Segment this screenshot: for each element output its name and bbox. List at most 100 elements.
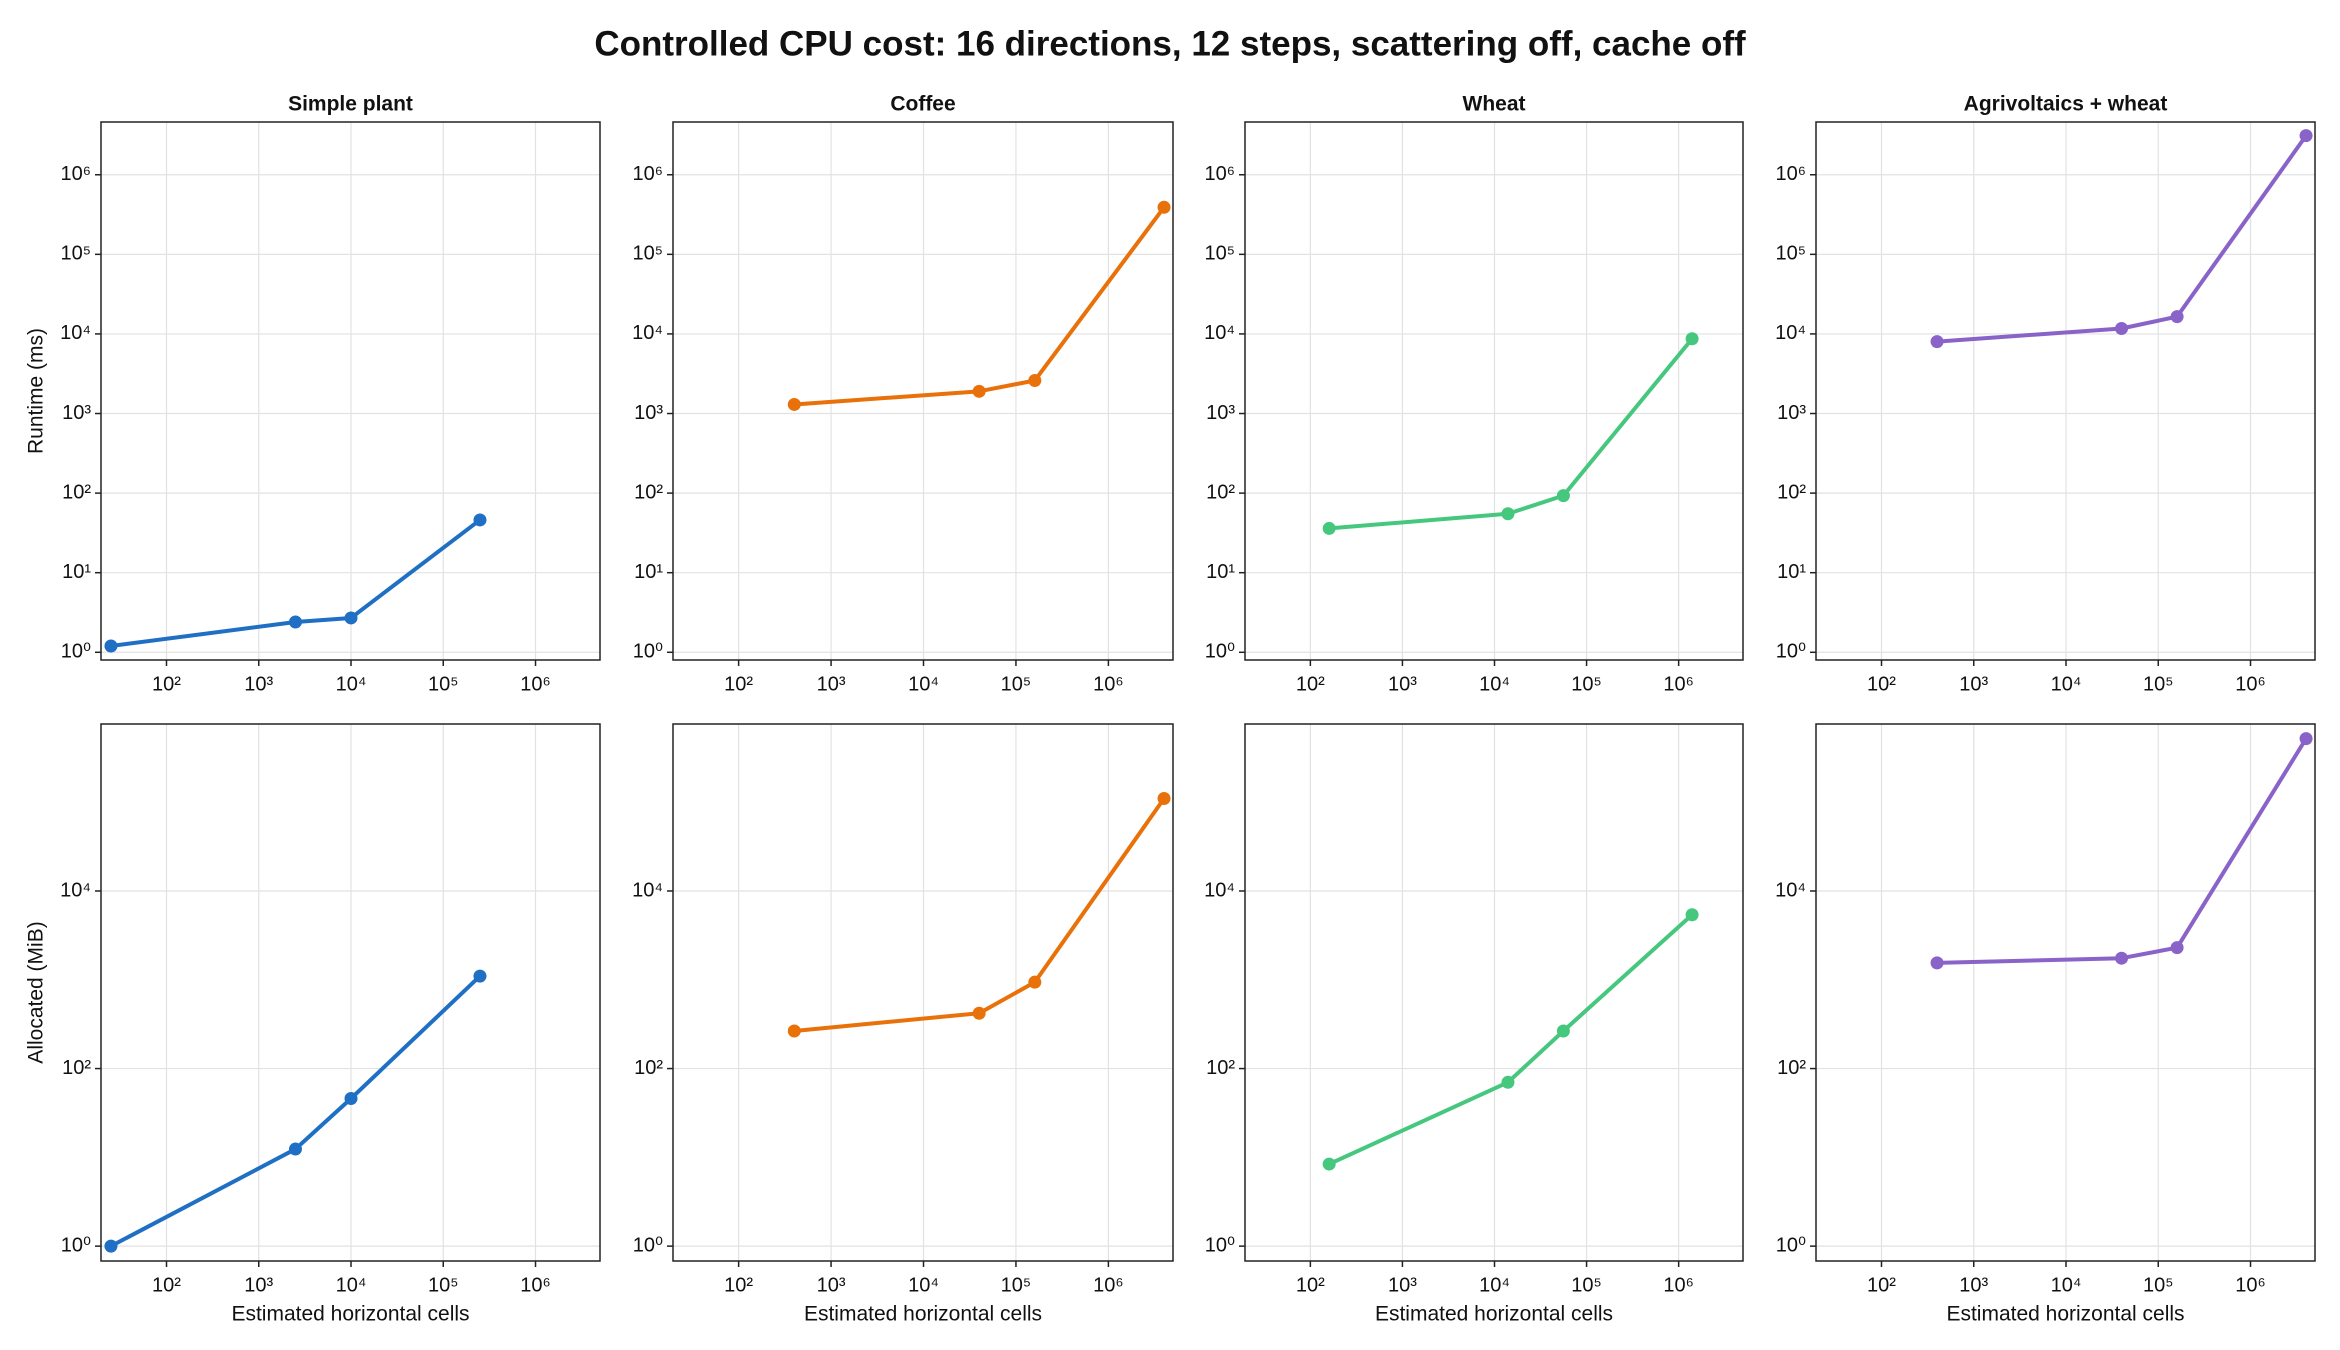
y-axis-label: Runtime (ms) [25,328,48,454]
y-tick-label: 10³ [1777,402,1806,424]
x-tick-label: 10⁴ [908,1274,939,1296]
x-tick-label: 10⁴ [2051,673,2082,695]
data-point [1685,332,1699,346]
y-tick-label: 10⁴ [632,322,663,344]
y-tick-label: 10² [634,481,663,503]
data-layer [104,513,487,653]
y-tick-label: 10⁰ [1205,641,1235,663]
y-tick-label: 10⁰ [1205,1234,1235,1256]
x-tick-label: 10⁴ [1479,1274,1510,1296]
y-tick-label: 10⁴ [1775,322,1806,344]
x-tick-label: 10⁶ [2235,1274,2265,1296]
data-point [473,969,487,983]
x-tick-label: 10⁶ [1663,1274,1693,1296]
data-point [972,1006,986,1020]
data-line [1936,737,2308,965]
x-tick-label: 10² [724,673,753,695]
plot-frame [672,121,1174,661]
y-tick-label: 10⁰ [1776,1234,1806,1256]
x-tick-label: 10⁵ [428,673,459,695]
panel: 10² 10³ 10⁴ 10⁵ 10⁶ 10⁰ 10² 10⁴ Estimated horizo… [1775,723,2316,1326]
y-tick-label: 10⁶ [1205,163,1235,185]
x-tick-label: 10² [1867,673,1896,695]
y-tick-label: 10⁴ [1204,322,1235,344]
panel: 10² 10³ 10⁴ 10⁵ 10⁶ 10⁰ 10² 10⁴ Estimated horizo… [25,723,601,1326]
data-point [972,384,986,398]
plot-frame [1244,121,1744,661]
x-axis-label: Estimated horizontal cells [1375,1303,1613,1326]
data-point [2115,951,2129,965]
data-line [110,974,482,1248]
y-tick-label: 10⁵ [632,243,663,265]
x-tick-label: 10⁵ [428,1274,459,1296]
panel-title: Wheat [1463,93,1526,116]
y-tick-label: 10⁰ [1776,641,1806,663]
y-tick-label: 10⁶ [1776,163,1806,185]
y-tick-label: 10² [1206,1057,1235,1079]
y-tick-label: 10⁵ [1204,243,1235,265]
y-tick-label: 10² [1777,481,1806,503]
x-tick-label: 10⁶ [520,673,550,695]
x-tick-label: 10⁴ [2051,1274,2082,1296]
y-tick-label: 10⁰ [633,641,663,663]
y-tick-label: 10³ [1206,402,1235,424]
x-tick-label: 10⁵ [1571,673,1602,695]
data-point [1028,373,1042,387]
data-line [110,518,482,648]
plot-frame [100,723,601,1262]
x-tick-label: 10³ [817,1274,846,1296]
panel: 10² 10³ 10⁴ 10⁵ 10⁶ 10⁰ 10² 10⁴ Estimated horizo… [632,723,1174,1326]
data-point [1556,1024,1570,1038]
data-point [1501,1075,1515,1089]
data-point [344,611,358,625]
x-tick-label: 10⁶ [1093,673,1123,695]
x-tick-label: 10⁵ [2143,1274,2174,1296]
data-point [1930,335,1944,349]
x-tick-label: 10⁶ [520,1274,550,1296]
x-tick-label: 10⁴ [336,673,367,695]
y-tick-label: 10⁴ [1775,879,1806,901]
plot-frame [100,121,601,661]
data-point [1157,200,1171,214]
x-axis-label: Estimated horizontal cells [804,1303,1042,1326]
data-layer [1322,332,1699,535]
y-tick-label: 10⁰ [61,641,91,663]
panel: 10² 10³ 10⁴ 10⁵ 10⁶ 10⁰ 10¹ 10² 10³ 10⁴ 10⁵ 10⁶ Simp… [25,93,601,695]
panel: 10² 10³ 10⁴ 10⁵ 10⁶ 10⁰ 10² 10⁴ Estimated horizo… [1204,723,1744,1326]
x-tick-label: 10⁴ [336,1274,367,1296]
data-layer [1930,129,2313,349]
y-tick-label: 10² [1777,1057,1806,1079]
data-point [473,513,487,527]
y-tick-label: 10⁴ [60,879,91,901]
y-tick-label: 10⁴ [60,322,91,344]
x-tick-label: 10² [1867,1274,1896,1296]
data-point [2299,732,2313,746]
y-tick-label: 10⁵ [1775,243,1806,265]
x-tick-label: 10⁴ [1479,673,1510,695]
data-point [1157,792,1171,806]
data-point [2115,322,2129,336]
x-tick-label: 10² [152,1274,181,1296]
data-layer [787,200,1171,411]
panel: 10² 10³ 10⁴ 10⁵ 10⁶ 10⁰ 10¹ 10² 10³ 10⁴ 10⁵ 10⁶ Agri… [1775,93,2316,695]
x-tick-label: 10⁶ [1663,673,1693,695]
x-tick-label: 10⁵ [2143,673,2174,695]
data-line [1328,337,1694,531]
x-tick-label: 10³ [1959,1274,1988,1296]
data-point [787,1024,801,1038]
data-point [104,1239,118,1253]
y-tick-label: 10² [1206,481,1235,503]
y-tick-label: 10¹ [634,561,663,583]
y-tick-label: 10¹ [1206,561,1235,583]
panel: 10² 10³ 10⁴ 10⁵ 10⁶ 10⁰ 10¹ 10² 10³ 10⁴ 10⁵ 10⁶ Whea… [1204,93,1744,695]
y-tick-label: 10² [634,1057,663,1079]
x-tick-label: 10⁶ [2235,673,2265,695]
panel-title: Agrivoltaics + wheat [1964,93,2168,116]
y-tick-label: 10⁴ [1204,879,1235,901]
x-tick-label: 10² [724,1274,753,1296]
y-tick-label: 10⁰ [633,1234,663,1256]
x-tick-label: 10² [1296,673,1325,695]
x-tick-label: 10³ [1959,673,1988,695]
